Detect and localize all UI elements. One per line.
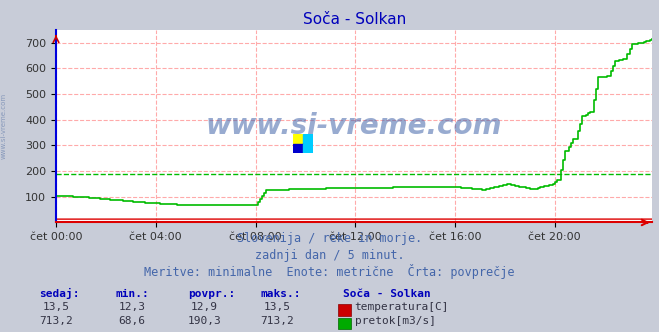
Text: maks.:: maks.:	[260, 289, 301, 299]
Bar	[303, 134, 313, 143]
Text: sedaj:: sedaj:	[40, 288, 80, 299]
Text: 13,5: 13,5	[43, 302, 69, 312]
Text: 13,5: 13,5	[264, 302, 290, 312]
Text: 190,3: 190,3	[187, 316, 221, 326]
Text: pretok[m3/s]: pretok[m3/s]	[355, 316, 436, 326]
Text: 12,9: 12,9	[191, 302, 217, 312]
Bar	[303, 143, 313, 153]
Text: min.:: min.:	[115, 289, 149, 299]
Text: povpr.:: povpr.:	[188, 289, 235, 299]
Text: www.si-vreme.com: www.si-vreme.com	[206, 112, 502, 140]
Text: 12,3: 12,3	[119, 302, 145, 312]
Text: www.si-vreme.com: www.si-vreme.com	[0, 93, 7, 159]
Bar	[293, 134, 303, 143]
Text: temperatura[C]: temperatura[C]	[355, 302, 449, 312]
Text: 713,2: 713,2	[39, 316, 73, 326]
Bar	[293, 143, 303, 153]
Text: Soča - Solkan: Soča - Solkan	[343, 289, 430, 299]
Text: 68,6: 68,6	[119, 316, 145, 326]
Text: zadnji dan / 5 minut.: zadnji dan / 5 minut.	[254, 249, 405, 262]
Text: Meritve: minimalne  Enote: metrične  Črta: povprečje: Meritve: minimalne Enote: metrične Črta:…	[144, 264, 515, 279]
Title: Soča - Solkan: Soča - Solkan	[302, 12, 406, 27]
Text: Slovenija / reke in morje.: Slovenija / reke in morje.	[237, 232, 422, 245]
Text: 713,2: 713,2	[260, 316, 294, 326]
